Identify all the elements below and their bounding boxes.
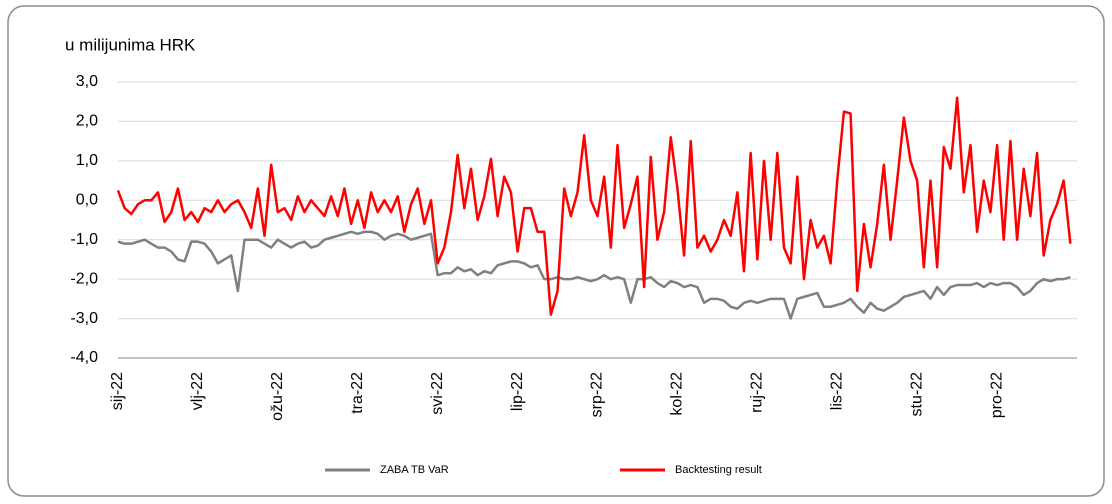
line-series (116, 96, 1072, 316)
y-tick-label: 1,0 (76, 152, 98, 169)
x-tick-label: srp-22 (589, 372, 606, 417)
x-tick-label: sij-22 (109, 372, 126, 410)
y-tick-label: -2,0 (70, 270, 98, 287)
y-tick-label: -1,0 (70, 231, 98, 248)
x-tick-label: stu-22 (908, 372, 925, 417)
x-tick-label: svi-22 (429, 372, 446, 415)
x-tick-label: kol-22 (669, 372, 686, 416)
x-tick-label: tra-22 (349, 372, 366, 414)
x-tick-label: lis-22 (828, 372, 845, 410)
x-tick-label: vlj-22 (189, 372, 206, 410)
y-tick-label: 2,0 (76, 113, 98, 130)
legend-label: Backtesting result (675, 464, 762, 476)
y-tick-label: 0,0 (76, 192, 98, 209)
y-tick-label: -3,0 (70, 310, 98, 327)
line-series (117, 230, 1071, 320)
x-tick-label: ruj-22 (749, 372, 766, 413)
y-tick-label: 3,0 (76, 73, 98, 90)
chart-frame (7, 5, 1105, 497)
x-tick-label: ožu-22 (269, 372, 286, 421)
y-tick-label: -4,0 (70, 349, 98, 366)
legend-label: ZABA TB VaR (380, 464, 449, 476)
x-tick-label: pro-22 (988, 372, 1005, 418)
x-tick-label: lip-22 (509, 372, 526, 411)
chart-title: u milijunima HRK (65, 35, 196, 54)
